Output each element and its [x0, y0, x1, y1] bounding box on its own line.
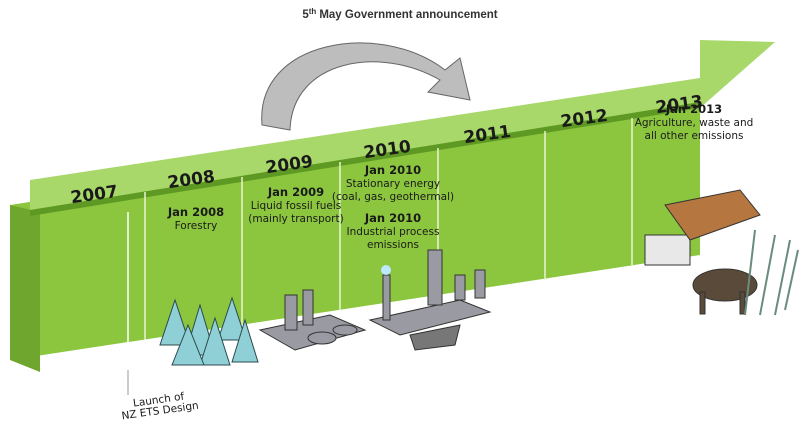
event: Jan 2010 Industrial process emissions: [347, 211, 440, 251]
event-line: Agriculture, waste and: [635, 117, 754, 129]
events: Jan 2008 Forestry Jan 2009 Liquid fossil f…: [167, 102, 753, 251]
event-line: (coal, gas, geothermal): [332, 191, 454, 203]
title-number: 5: [302, 9, 309, 21]
launch-note: Launch ofNZ ETS Design: [119, 389, 199, 423]
farm: [644, 189, 799, 316]
event-line: Liquid fossil fuels: [251, 200, 341, 212]
curved-arrow: [261, 42, 471, 131]
year-strip: [30, 78, 700, 210]
event: Jan 2009 Liquid fossil fuels (mainly trans…: [248, 185, 343, 225]
event-line: all other emissions: [645, 130, 744, 142]
arrow-head: [700, 40, 775, 108]
front-face: [10, 100, 700, 360]
event-date: Jan 2010: [364, 211, 421, 225]
event-line: Stationary energy: [346, 178, 440, 190]
title-suffix: th: [309, 7, 317, 16]
event-date: Jan 2010: [364, 163, 421, 177]
event: Jan 2010 Stationary energy (coal, gas, geo…: [332, 163, 454, 203]
factory: [368, 249, 492, 351]
event-line: emissions: [367, 239, 419, 251]
dividers: [144, 118, 633, 340]
title-text: May Government announcement: [319, 9, 497, 21]
event-date: Jan 2008: [167, 205, 224, 219]
event-line: (mainly transport): [248, 213, 343, 225]
trees: [159, 296, 259, 366]
event: Jan 2013 Agriculture, waste and all other …: [635, 102, 754, 142]
side-face: [10, 205, 40, 372]
title: 5th May Government announcement: [302, 7, 497, 21]
event: Jan 2008 Forestry: [167, 205, 224, 232]
strip-shadow: [30, 102, 700, 216]
refinery: [258, 289, 367, 351]
event-line: Forestry: [175, 220, 218, 232]
event-line: Industrial process: [347, 226, 440, 238]
event-date: Jan 2009: [267, 185, 324, 199]
event-date: Jan 2013: [665, 102, 722, 116]
